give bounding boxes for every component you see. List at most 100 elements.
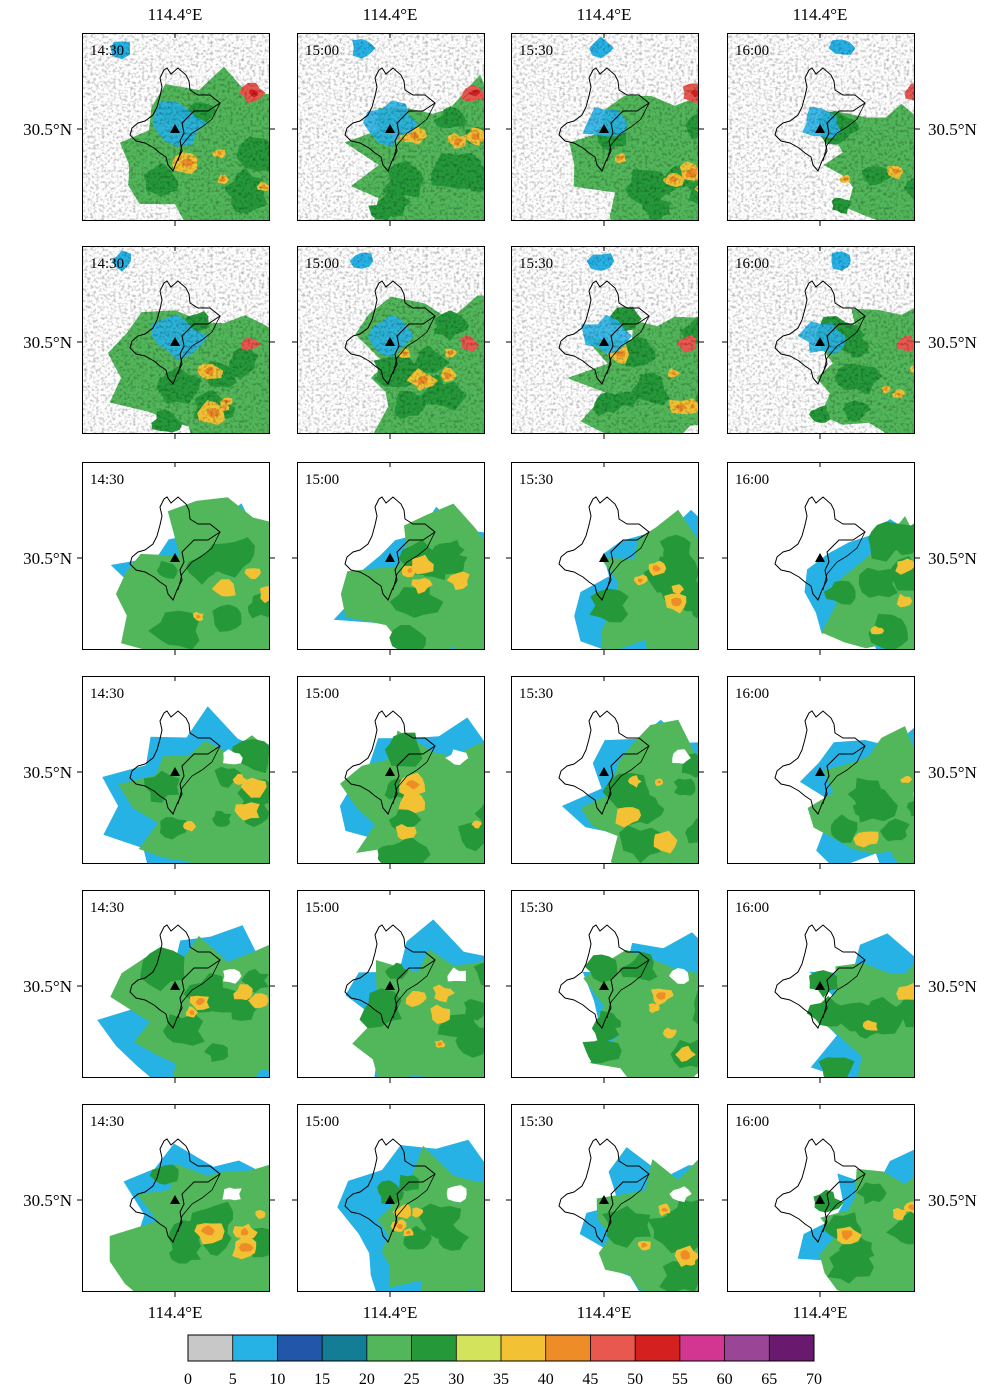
city-boundary (344, 67, 436, 172)
district-boundary (392, 315, 436, 375)
colorbar-swatch (590, 1335, 636, 1361)
panel-time-label: 15:30 (519, 43, 553, 59)
panel-frame (727, 246, 915, 434)
city-boundary (558, 496, 650, 601)
echo-dark-green (858, 567, 898, 598)
district-boundary (177, 959, 221, 1019)
panel-frame (82, 246, 270, 434)
panel-frame (297, 462, 485, 650)
triangle-icon (385, 767, 395, 776)
lat-label-right: 30.5°N (928, 763, 977, 782)
triangle-icon (170, 124, 180, 133)
echo-core (615, 807, 642, 828)
city-boundary (129, 67, 221, 172)
map-panel: 14:30 (77, 33, 275, 226)
echo-core-inner (916, 792, 922, 797)
echo-core-inner (437, 1041, 443, 1046)
echo-field (333, 503, 485, 650)
echo-dark-green (212, 810, 232, 827)
echo-dark-green (886, 1218, 915, 1245)
panel-time-label: 16:00 (735, 256, 769, 272)
echo-core-inner (657, 780, 662, 784)
lat-label-right: 30.5°N (928, 977, 977, 996)
district-boundary (822, 1173, 866, 1233)
triangle-icon (170, 1195, 180, 1204)
map-panel: 16:00 (722, 890, 920, 1083)
panel-time-label: 15:00 (305, 472, 339, 488)
echo-dark-green (204, 1043, 229, 1062)
echo-core (244, 568, 261, 580)
panel-time-label: 16:00 (735, 1114, 769, 1130)
echo-core (411, 554, 434, 575)
echo-dark-green (389, 625, 427, 650)
echo-dark-green (643, 552, 699, 593)
panel-frame (511, 33, 699, 221)
echo-core (183, 821, 197, 832)
echo-field (82, 246, 270, 434)
echo-dark-green (584, 954, 618, 983)
echo-gap (222, 1187, 242, 1201)
panel-time-label: 15:00 (305, 43, 339, 59)
echo-dark-green (912, 393, 915, 405)
echo-field (579, 1147, 699, 1292)
echo-core (653, 830, 678, 854)
panel-time-label: 15:00 (305, 1114, 339, 1130)
echo-dark-green (659, 1258, 699, 1292)
echo-dark-green (889, 993, 915, 1028)
colorbar-swatch (724, 1335, 770, 1361)
lat-label-left: 30.5°N (23, 1191, 72, 1210)
triangle-icon (599, 1195, 609, 1204)
echo-core (398, 790, 425, 814)
echo-gap (445, 749, 469, 765)
echo-core (896, 593, 913, 608)
panel-time-label: 15:00 (305, 256, 339, 272)
triangle-icon (599, 553, 609, 562)
city-boundary (558, 280, 650, 385)
district-boundary (606, 959, 650, 1019)
echo-core-inner (405, 1230, 411, 1235)
panel-frame (727, 1104, 915, 1292)
panel-frame (511, 246, 699, 434)
echo-field (345, 919, 485, 1078)
colorbar-tick-label: 70 (806, 1371, 822, 1388)
echo-dark-green (457, 820, 485, 852)
district-boundary (822, 531, 866, 591)
echo-dark-green (818, 1057, 855, 1078)
echo-dark-green (202, 1232, 232, 1256)
echo-field (97, 925, 270, 1078)
colorbar-tick-label: 5 (229, 1371, 237, 1388)
colorbar-swatch (545, 1335, 591, 1361)
echo-core (211, 579, 236, 597)
panel-time-label: 15:00 (305, 900, 339, 916)
map-panel: 15:00 (292, 890, 490, 1083)
map-panel: 15:30 (506, 462, 704, 655)
echo-dark-green (913, 100, 915, 103)
lon-label-top: 114.4°E (148, 5, 203, 24)
triangle-icon (385, 1195, 395, 1204)
echo-dark-green (868, 521, 915, 562)
colorbar-tick-label: 25 (404, 1371, 420, 1388)
district-boundary (392, 745, 436, 805)
echo-dark-green (856, 1182, 887, 1205)
lat-label-left: 30.5°N (23, 333, 72, 352)
echo-field (806, 933, 915, 1078)
echo-core (913, 789, 915, 798)
panel-time-label: 15:30 (519, 1114, 553, 1130)
echo-field (110, 497, 270, 650)
colorbar-swatch (188, 1335, 234, 1361)
echo-core (259, 586, 270, 604)
panel-frame (727, 890, 915, 1078)
echo-dark-green (582, 1038, 622, 1064)
echo-field (109, 1143, 270, 1292)
city-boundary (129, 496, 221, 601)
district-boundary (822, 745, 866, 805)
map-panel: 16:00 (722, 462, 920, 655)
colorbar-tick-label: 60 (717, 1371, 733, 1388)
city-boundary (774, 924, 866, 1029)
colorbar-tick-label: 15 (314, 1371, 330, 1388)
triangle-icon (599, 981, 609, 990)
panel-time-label: 15:00 (305, 686, 339, 702)
echo-core (662, 1027, 677, 1039)
lon-label-top: 114.4°E (363, 5, 418, 24)
